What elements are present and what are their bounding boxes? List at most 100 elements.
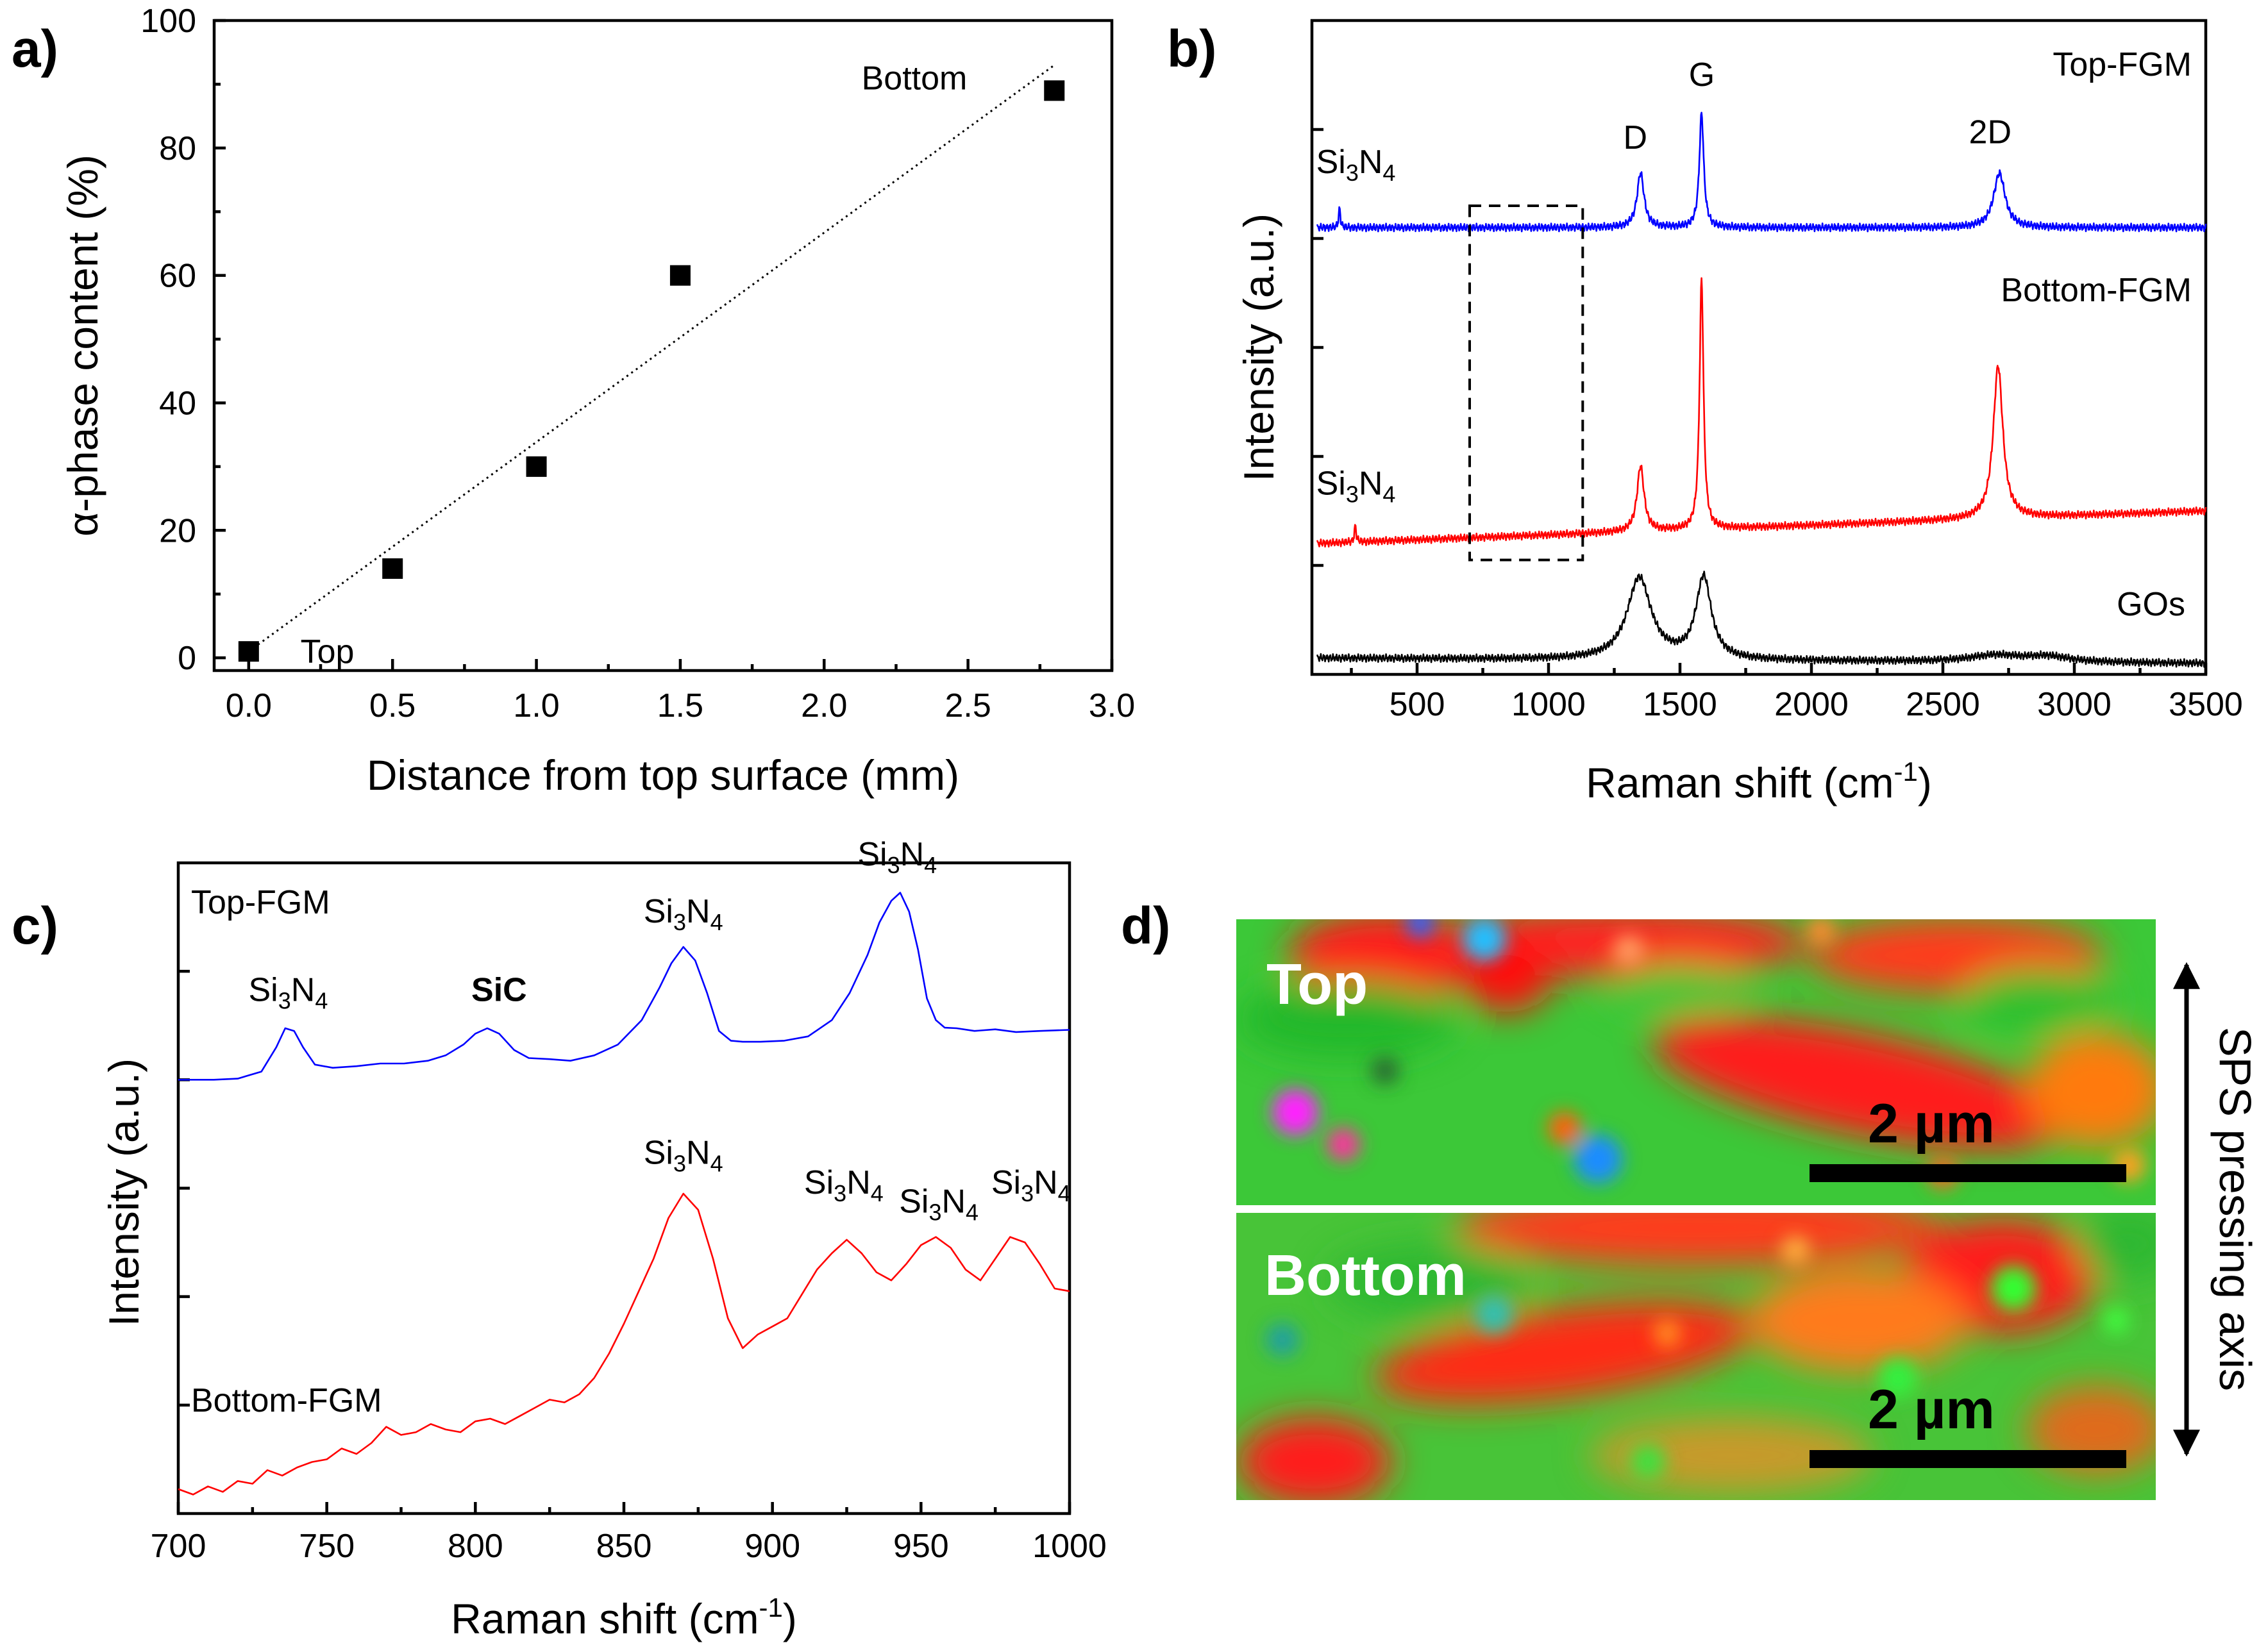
legend-label: Top-FGM — [2053, 46, 2192, 83]
map-top-label: Top — [1266, 953, 1368, 1017]
axis-ticks: 0.0 0.5 1.0 1.5 2.0 2.5 3.0 0 20 40 60 80 100 — [140, 3, 1135, 724]
n-text: N — [900, 836, 925, 873]
si3n4-label: Si3N4 — [248, 972, 328, 1014]
x-tick-label: 800 — [448, 1528, 503, 1565]
fit-line — [248, 64, 1055, 653]
data-point — [526, 456, 547, 477]
y-tick-label: 80 — [159, 130, 196, 167]
subscript-4: 4 — [1382, 481, 1395, 508]
subscript-4: 4 — [315, 988, 328, 1014]
si-text: Si — [1316, 144, 1346, 181]
axis-ticks: 700 750 800 850 900 950 1000 — [151, 969, 1107, 1565]
y-tick-label: 100 — [140, 3, 196, 40]
panel-b-chart: 500 1000 1500 2000 2500 3000 3500 DG2DSi3N4Si3… — [1235, 19, 2243, 806]
spectrum-gos — [1316, 571, 2207, 668]
x-axis-label-sup: -1 — [759, 1592, 783, 1623]
n-text: N — [1359, 144, 1383, 181]
si-text: Si — [804, 1164, 834, 1201]
plot-frame — [1310, 19, 2208, 676]
x-tick-label: 1000 — [1511, 686, 1586, 723]
y-axis-label: Intensity (a.u.) — [100, 1058, 147, 1326]
x-axis-label-close: ) — [1918, 759, 1932, 806]
subscript-4: 4 — [924, 852, 937, 878]
data-point — [669, 265, 691, 286]
x-tick-label: 0.0 — [226, 687, 272, 724]
si-text: Si — [857, 836, 887, 873]
map-bottom-label: Bottom — [1264, 1244, 1466, 1308]
axis-ticks: 500 1000 1500 2000 2500 3000 3500 — [1312, 128, 2243, 723]
subscript-3: 3 — [834, 1180, 846, 1206]
x-tick-label: 2000 — [1774, 686, 1849, 723]
x-axis-label: Raman shift (cm-1) — [1586, 756, 1932, 806]
x-axis-label-close: ) — [783, 1595, 797, 1642]
n-text: N — [291, 972, 315, 1009]
subscript-4: 4 — [966, 1199, 978, 1226]
panel-c-chart: 700 750 800 850 900 950 1000 Si3N4Si3N4Si3N4Si… — [100, 836, 1107, 1642]
si3n4-label: Si3N4 — [804, 1164, 884, 1206]
subscript-4: 4 — [871, 1180, 884, 1206]
data-point — [382, 558, 403, 579]
peak-label: G — [1689, 56, 1715, 94]
x-tick-label: 3000 — [2037, 686, 2112, 723]
x-tick-label: 750 — [299, 1528, 355, 1565]
spectrum-top-fgm — [178, 892, 1070, 1081]
si3n4-label: Si3N4 — [899, 1183, 978, 1226]
subscript-3: 3 — [673, 1150, 686, 1176]
x-axis-label-sup: -1 — [1894, 756, 1918, 787]
si3n4-label: Si3N4 — [857, 836, 937, 878]
panel-b-label: b) — [1167, 20, 1216, 78]
sic-label: SiC — [471, 972, 527, 1009]
subscript-3: 3 — [928, 1199, 941, 1226]
legend-label: Top-FGM — [191, 884, 330, 921]
si-text: Si — [644, 893, 673, 930]
n-text: N — [1034, 1164, 1058, 1201]
legend-label: GOs — [2117, 586, 2185, 623]
n-text: N — [1359, 465, 1383, 503]
x-axis-label: Raman shift (cm-1) — [451, 1592, 797, 1642]
pressing-axis-label: SPS pressing axis — [2210, 1027, 2259, 1391]
si-text: Si — [1316, 465, 1346, 503]
spectrum-bottom-fgm — [178, 1192, 1070, 1496]
si3n4-label: Si3N4 — [1316, 144, 1396, 186]
si3n4-label: Si3N4 — [644, 1134, 723, 1176]
subscript-4: 4 — [710, 909, 723, 935]
x-tick-label: 2500 — [1906, 686, 1980, 723]
subscript-3: 3 — [1346, 481, 1359, 508]
x-tick-label: 1.0 — [513, 687, 559, 724]
si-text: Si — [644, 1134, 673, 1171]
plot-frame — [212, 19, 1114, 672]
x-tick-label: 700 — [151, 1528, 206, 1565]
map-top-texture — [1238, 919, 2156, 1189]
spectrum-bottom-fgm — [1316, 277, 2207, 548]
n-text: N — [686, 893, 710, 930]
y-tick-label: 0 — [178, 640, 196, 677]
subscript-3: 3 — [278, 988, 291, 1014]
y-tick-label: 20 — [159, 512, 196, 549]
peak-label: 2D — [1969, 113, 2011, 151]
si-text: Si — [899, 1183, 928, 1221]
subscript-3: 3 — [673, 909, 686, 935]
x-tick-label: 0.5 — [369, 687, 416, 724]
si3n4-label: Si3N4 — [1316, 465, 1396, 508]
panel-c-label: c) — [12, 897, 58, 955]
si3n4-label: Si3N4 — [644, 893, 723, 935]
x-axis-label-text: Raman shift (cm — [451, 1595, 759, 1642]
subscript-4: 4 — [710, 1150, 723, 1176]
panel-d-label: d) — [1121, 897, 1170, 955]
data-markers: Top Bottom — [238, 60, 1065, 671]
x-tick-label: 3.0 — [1089, 687, 1135, 724]
x-tick-label: 850 — [596, 1528, 652, 1565]
subscript-4: 4 — [1382, 160, 1395, 186]
x-tick-label: 1000 — [1032, 1528, 1107, 1565]
panel-a-chart: 0.0 0.5 1.0 1.5 2.0 2.5 3.0 0 20 40 60 80 100 Top Bot… — [59, 3, 1135, 799]
subscript-3: 3 — [887, 852, 900, 878]
x-tick-label: 1500 — [1643, 686, 1717, 723]
map-bottom-texture — [1238, 1213, 2156, 1500]
legend-label: Bottom-FGM — [191, 1382, 382, 1419]
zoom-region-box — [1468, 204, 1584, 562]
subscript-3: 3 — [1346, 160, 1359, 186]
scale-bar-bottom-label: 2 µm — [1868, 1379, 1995, 1440]
